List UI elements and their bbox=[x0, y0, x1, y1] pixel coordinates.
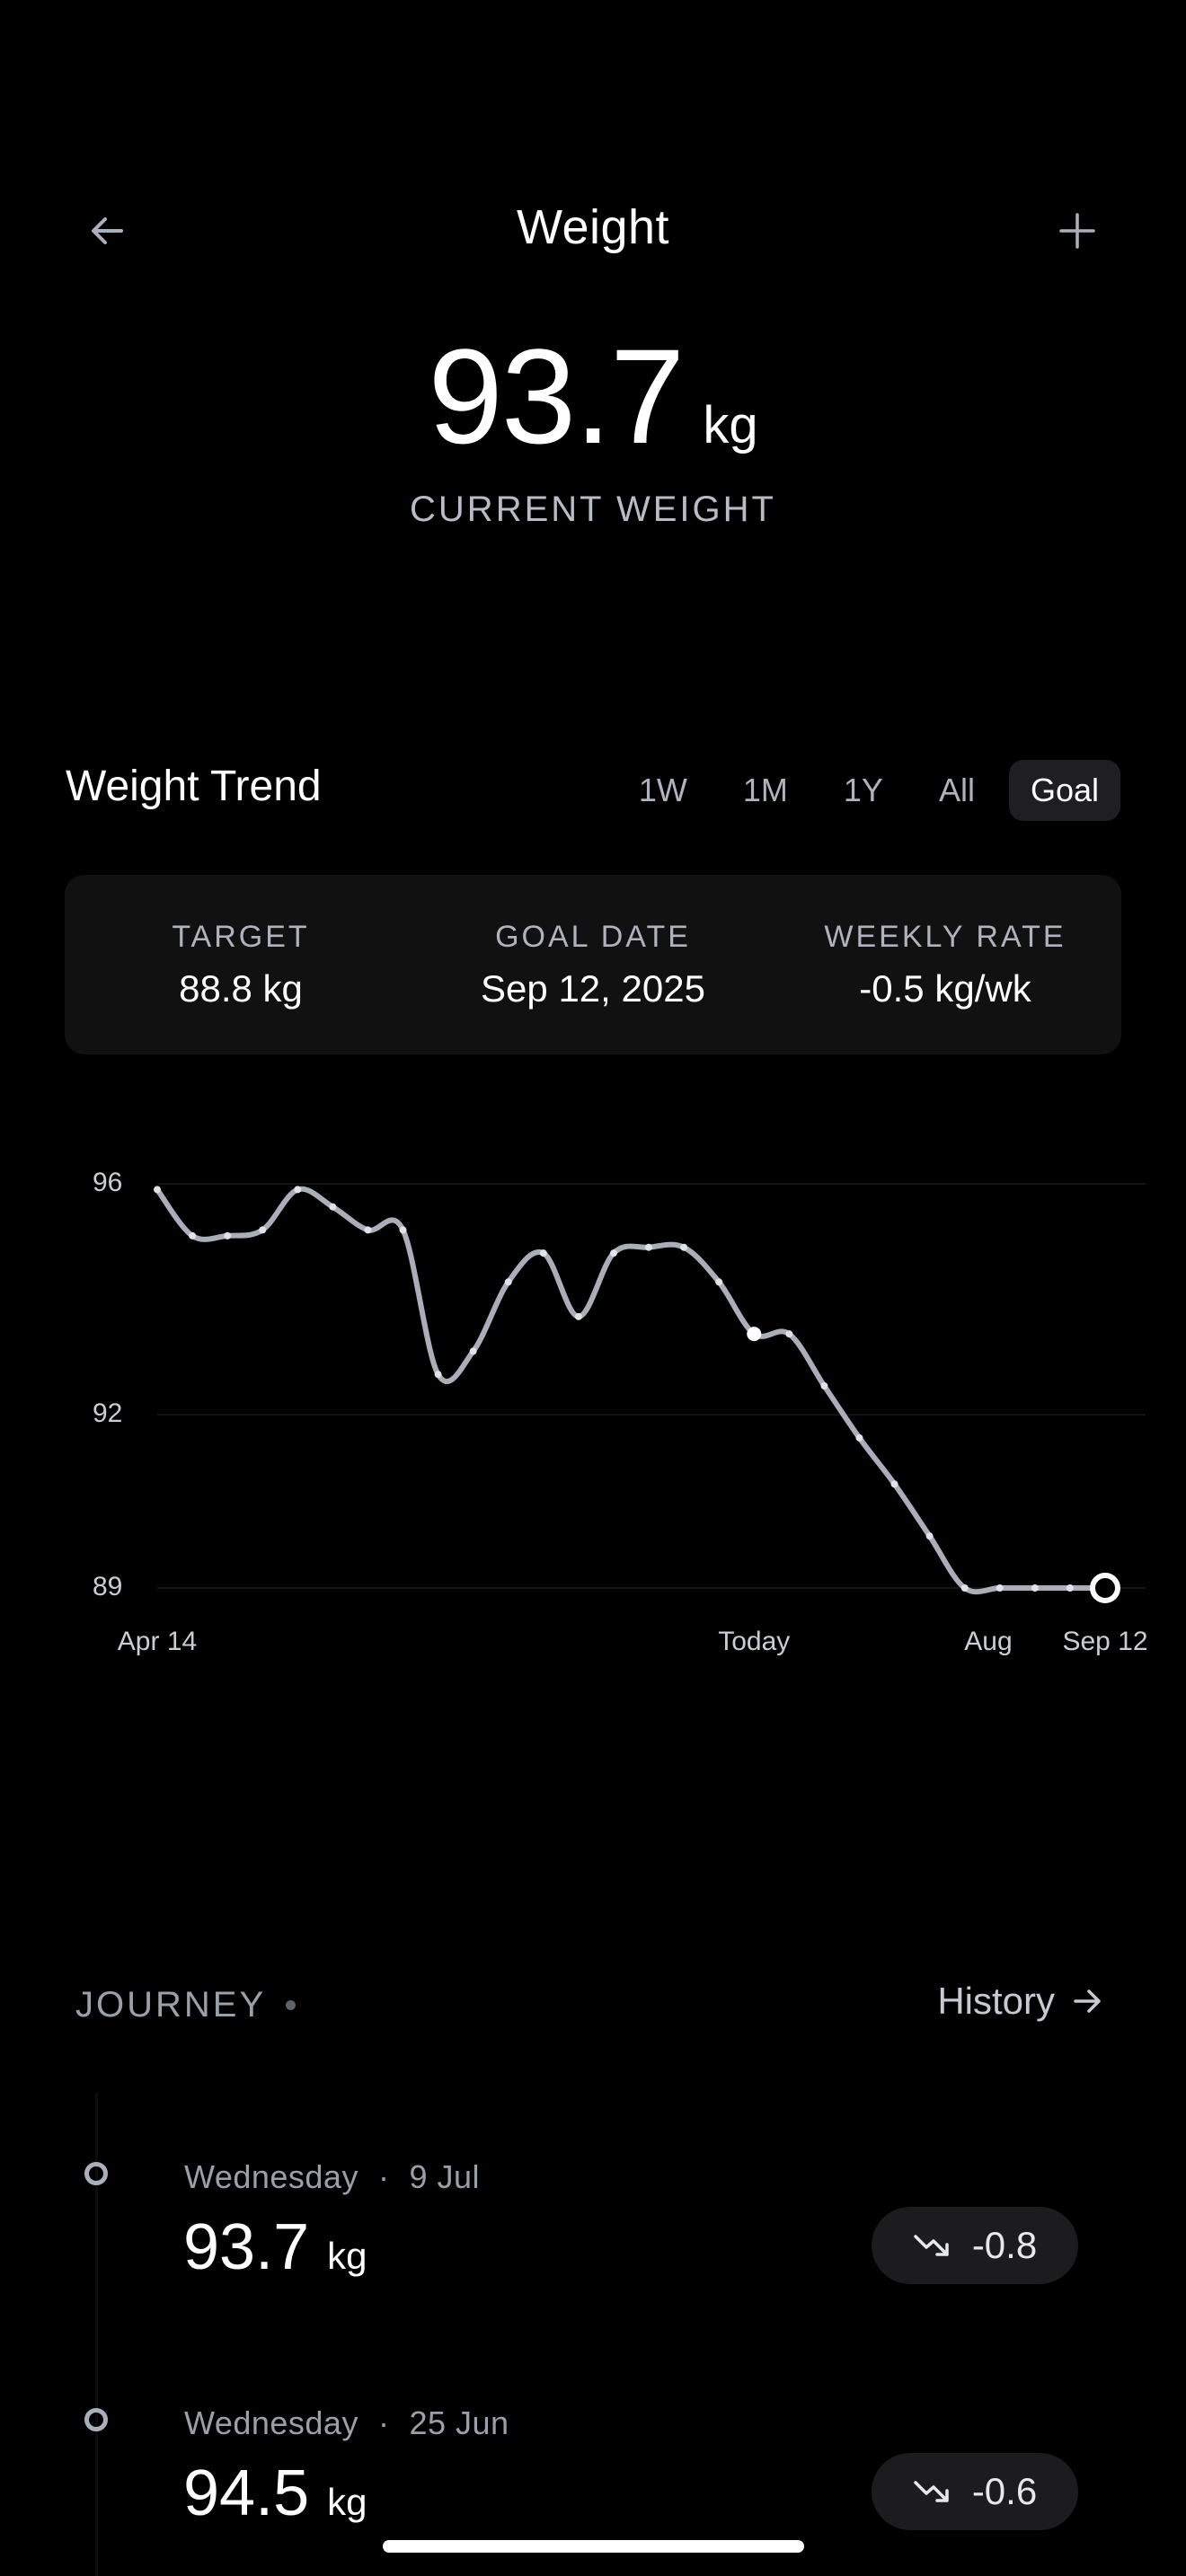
data-point bbox=[715, 1278, 723, 1286]
today-point bbox=[747, 1327, 762, 1342]
data-point bbox=[890, 1480, 898, 1488]
entry-date: Wednesday · 25 Jun bbox=[184, 2404, 509, 2441]
page-title: Weight bbox=[516, 200, 670, 254]
y-tick-label: 92 bbox=[93, 1398, 122, 1428]
home-indicator[interactable] bbox=[383, 2540, 804, 2553]
data-point bbox=[294, 1186, 302, 1194]
entry-date-value: 9 Jul bbox=[409, 2158, 481, 2195]
entry-date-value: 25 Jun bbox=[409, 2404, 509, 2441]
weight-trend-chart[interactable]: 96 92 89 Apr 14 Today Aug Sep 12 bbox=[0, 1132, 1186, 1671]
tab-goal[interactable]: Goal bbox=[1008, 760, 1120, 821]
stat-value: -0.5 kg/wk bbox=[859, 967, 1031, 1010]
entry-weight-unit: kg bbox=[327, 2481, 367, 2523]
stat-target: TARGET 88.8 kg bbox=[65, 875, 417, 1054]
data-point bbox=[1066, 1584, 1074, 1592]
data-point bbox=[680, 1243, 688, 1251]
data-point bbox=[539, 1249, 547, 1257]
data-point bbox=[820, 1382, 828, 1389]
data-point bbox=[399, 1226, 407, 1234]
data-point bbox=[259, 1226, 267, 1234]
journey-entry[interactable]: Wednesday · 25 Jun 94.5 kg -0.6 bbox=[0, 2352, 1186, 2559]
data-point bbox=[996, 1584, 1004, 1592]
data-point bbox=[504, 1278, 512, 1286]
data-point bbox=[1031, 1584, 1039, 1592]
goal-stats-card: TARGET 88.8 kg GOAL DATE Sep 12, 2025 WE… bbox=[65, 875, 1121, 1054]
stat-value: 88.8 kg bbox=[179, 967, 303, 1010]
entry-date: Wednesday · 9 Jul bbox=[184, 2158, 481, 2195]
data-point bbox=[154, 1186, 161, 1194]
data-point bbox=[645, 1243, 653, 1251]
data-point bbox=[189, 1231, 197, 1239]
entry-weight-value: 93.7 bbox=[183, 2211, 310, 2283]
y-tick-label: 89 bbox=[93, 1572, 122, 1601]
x-tick-label: Today bbox=[718, 1627, 790, 1656]
current-weight-unit: kg bbox=[703, 396, 758, 454]
stat-label: GOAL DATE bbox=[495, 920, 691, 954]
add-entry-button[interactable] bbox=[1037, 190, 1118, 271]
back-button[interactable] bbox=[66, 190, 147, 271]
trend-down-icon bbox=[914, 2481, 949, 2502]
timeline-line bbox=[95, 2093, 98, 2576]
data-point bbox=[434, 1371, 442, 1379]
delta-chip: -0.8 bbox=[872, 2207, 1078, 2284]
data-point bbox=[609, 1249, 617, 1257]
tab-1y[interactable]: 1Y bbox=[843, 772, 883, 808]
data-point bbox=[574, 1312, 582, 1320]
goal-point bbox=[1090, 1573, 1120, 1603]
delta-value: -0.6 bbox=[971, 2470, 1038, 2512]
entry-weight: 93.7 kg bbox=[183, 2210, 367, 2284]
data-point bbox=[469, 1347, 477, 1355]
arrow-right-icon bbox=[1074, 1989, 1101, 2013]
current-weight-label: CURRENT WEIGHT bbox=[410, 490, 776, 529]
data-point bbox=[855, 1434, 863, 1442]
current-weight-value: 93.7 bbox=[428, 321, 685, 472]
entry-weight-unit: kg bbox=[327, 2235, 367, 2277]
entry-day: Wednesday bbox=[184, 2404, 358, 2441]
entry-weight: 94.5 kg bbox=[183, 2457, 367, 2530]
y-tick-label: 96 bbox=[93, 1168, 122, 1197]
entry-day: Wednesday bbox=[184, 2158, 358, 2195]
tab-1w[interactable]: 1W bbox=[638, 772, 687, 808]
history-label: History bbox=[937, 1980, 1055, 2022]
x-tick-label: Aug bbox=[964, 1627, 1012, 1656]
stat-weekly-rate: WEEKLY RATE -0.5 kg/wk bbox=[769, 875, 1121, 1054]
stat-value: Sep 12, 2025 bbox=[481, 967, 705, 1010]
tab-all[interactable]: All bbox=[938, 772, 975, 808]
x-tick-label: Sep 12 bbox=[1062, 1627, 1147, 1656]
current-weight: 93.7 kg bbox=[0, 319, 1186, 474]
weight-series-line bbox=[155, 1186, 1108, 1595]
data-point bbox=[960, 1584, 969, 1592]
timeline-marker bbox=[84, 2162, 108, 2185]
stat-label: TARGET bbox=[172, 920, 310, 954]
stat-goal-date: GOAL DATE Sep 12, 2025 bbox=[417, 875, 769, 1054]
range-tabs: 1W 1M 1Y All Goal bbox=[617, 760, 1120, 821]
timeline-marker bbox=[84, 2408, 108, 2431]
delta-chip: -0.6 bbox=[872, 2453, 1078, 2530]
arrow-left-icon bbox=[92, 217, 123, 244]
plus-icon bbox=[1059, 213, 1095, 249]
journey-dot bbox=[286, 2000, 296, 2010]
data-point bbox=[925, 1532, 934, 1540]
trend-down-icon bbox=[914, 2235, 949, 2256]
journey-entry[interactable]: Wednesday · 9 Jul 93.7 kg -0.8 bbox=[0, 2106, 1186, 2313]
x-tick-label: Apr 14 bbox=[118, 1627, 197, 1656]
data-point bbox=[224, 1231, 232, 1239]
data-point bbox=[329, 1203, 337, 1211]
entry-weight-value: 94.5 bbox=[183, 2457, 310, 2529]
history-link[interactable]: History bbox=[937, 1980, 1105, 2023]
data-point bbox=[785, 1330, 793, 1338]
delta-value: -0.8 bbox=[971, 2224, 1038, 2266]
stat-label: WEEKLY RATE bbox=[824, 920, 1067, 954]
weight-trend-title: Weight Trend bbox=[66, 763, 322, 810]
tab-1m[interactable]: 1M bbox=[742, 772, 788, 808]
data-point bbox=[364, 1226, 372, 1234]
journey-title: JOURNEY bbox=[75, 1985, 267, 2025]
